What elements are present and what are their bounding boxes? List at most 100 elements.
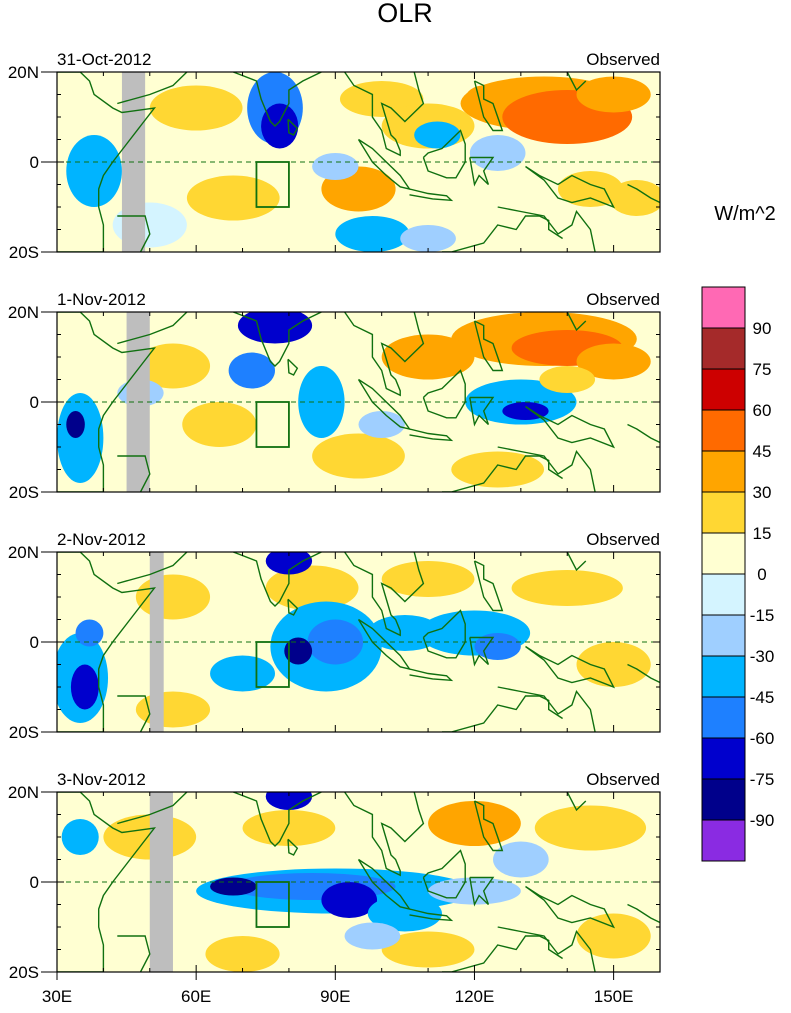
coastline [566,312,587,332]
coastline [117,312,188,345]
region-box [255,641,290,688]
coastline [627,183,660,204]
colorbar-segment [701,532,746,575]
anomaly-contour [182,402,257,447]
coastline [627,423,660,444]
colorbar-segment [701,573,746,616]
coastline [344,792,425,877]
anomaly-contour [242,810,336,846]
coastline [344,552,425,637]
coastline [442,695,563,732]
anomaly-contour [186,175,280,221]
coastline [233,72,322,127]
anomaly-contour [135,343,211,389]
map-panels: 31-Oct-2012 Observed 20N 0 20S 1-Nov-2012 Obse… [8,50,661,982]
colorbar-tick-label: 75 [753,360,772,379]
lon-label: 90E [320,987,350,1006]
lat-label: 20N [8,783,39,802]
coastline [57,312,157,492]
coastline [57,72,157,252]
lon-label: 30E [42,987,72,1006]
colorbar-segment [701,737,746,780]
lat-label: 0 [30,393,39,412]
anomaly-contour [265,552,313,575]
coastline [497,206,596,252]
anomaly-contour [451,451,545,488]
anomaly-contour [237,312,313,344]
coastline [287,598,299,616]
lat-label: 0 [30,153,39,172]
lat-label: 0 [30,633,39,652]
anomaly-contour [576,913,651,959]
colorbar-tick-label: 90 [753,319,772,338]
colorbar-segment [701,655,746,698]
olr-anomaly-field [57,312,660,492]
anomaly-contour [61,819,99,855]
colorbar-tick-label: 0 [757,565,766,584]
anomaly-contour [210,877,257,896]
colorbar-tick-label: 60 [753,401,772,420]
coastline [233,312,322,367]
lat-label: 20N [8,303,39,322]
panel-date: 3-Nov-2012 [57,770,146,789]
coastline [469,156,495,187]
colorbar-segment [701,286,746,329]
coastline [473,800,504,852]
olr-anomaly-field [57,552,660,732]
anomaly-contour [469,135,526,171]
units-label: W/m^2 [714,203,776,225]
coastline [287,118,299,136]
coastline [525,405,616,449]
olr-anomaly-field [57,72,660,252]
lon-label: 120E [455,987,495,1006]
anomaly-contour [321,882,378,918]
coastline [473,320,504,372]
colorbar-segment [701,614,746,657]
coastline [422,609,466,659]
coastline [409,668,454,682]
map-panel: 2-Nov-2012 Observed 20N 0 20S [8,530,661,742]
anomaly-contour [66,135,122,207]
coastline [117,72,188,105]
coastline [57,792,157,972]
anomaly-contour [261,103,299,149]
coastline [344,312,425,397]
region-box [255,881,290,928]
panel-source: Observed [586,50,660,69]
anomaly-contour [228,352,276,389]
olr-anomaly-field [57,792,660,972]
coastline [497,686,596,732]
coastline [525,885,616,929]
anomaly-contour [539,366,596,393]
anomaly-contour [358,411,405,438]
colorbar-segment [701,327,746,370]
panel-source: Observed [586,290,660,309]
anomaly-contour [135,691,211,728]
panel-date: 2-Nov-2012 [57,530,146,549]
colorbar-tick-label: 30 [753,483,772,502]
anomaly-contour [210,655,276,692]
lon-label: 150E [594,987,634,1006]
colorbar-tick-label: -75 [750,770,775,789]
panel-date: 1-Nov-2012 [57,290,146,309]
coastline [233,552,322,607]
colorbar-segment [701,696,746,739]
coastline [566,792,587,812]
anomaly-contour [381,931,475,968]
panel-source: Observed [586,770,660,789]
anomaly-contour [534,805,647,851]
anomaly-contour [493,841,549,878]
coastline [473,560,504,612]
coastline [233,792,322,847]
colorbar-segment [701,409,746,452]
anomaly-contour [312,153,359,180]
region-box [255,401,290,448]
anomaly-contour [335,216,410,252]
coastline [287,838,299,856]
anomaly-contour [66,411,85,438]
coastline [469,876,495,907]
anomaly-contour [511,570,623,606]
anomaly-contour [608,180,660,216]
anomaly-contour [474,633,521,660]
